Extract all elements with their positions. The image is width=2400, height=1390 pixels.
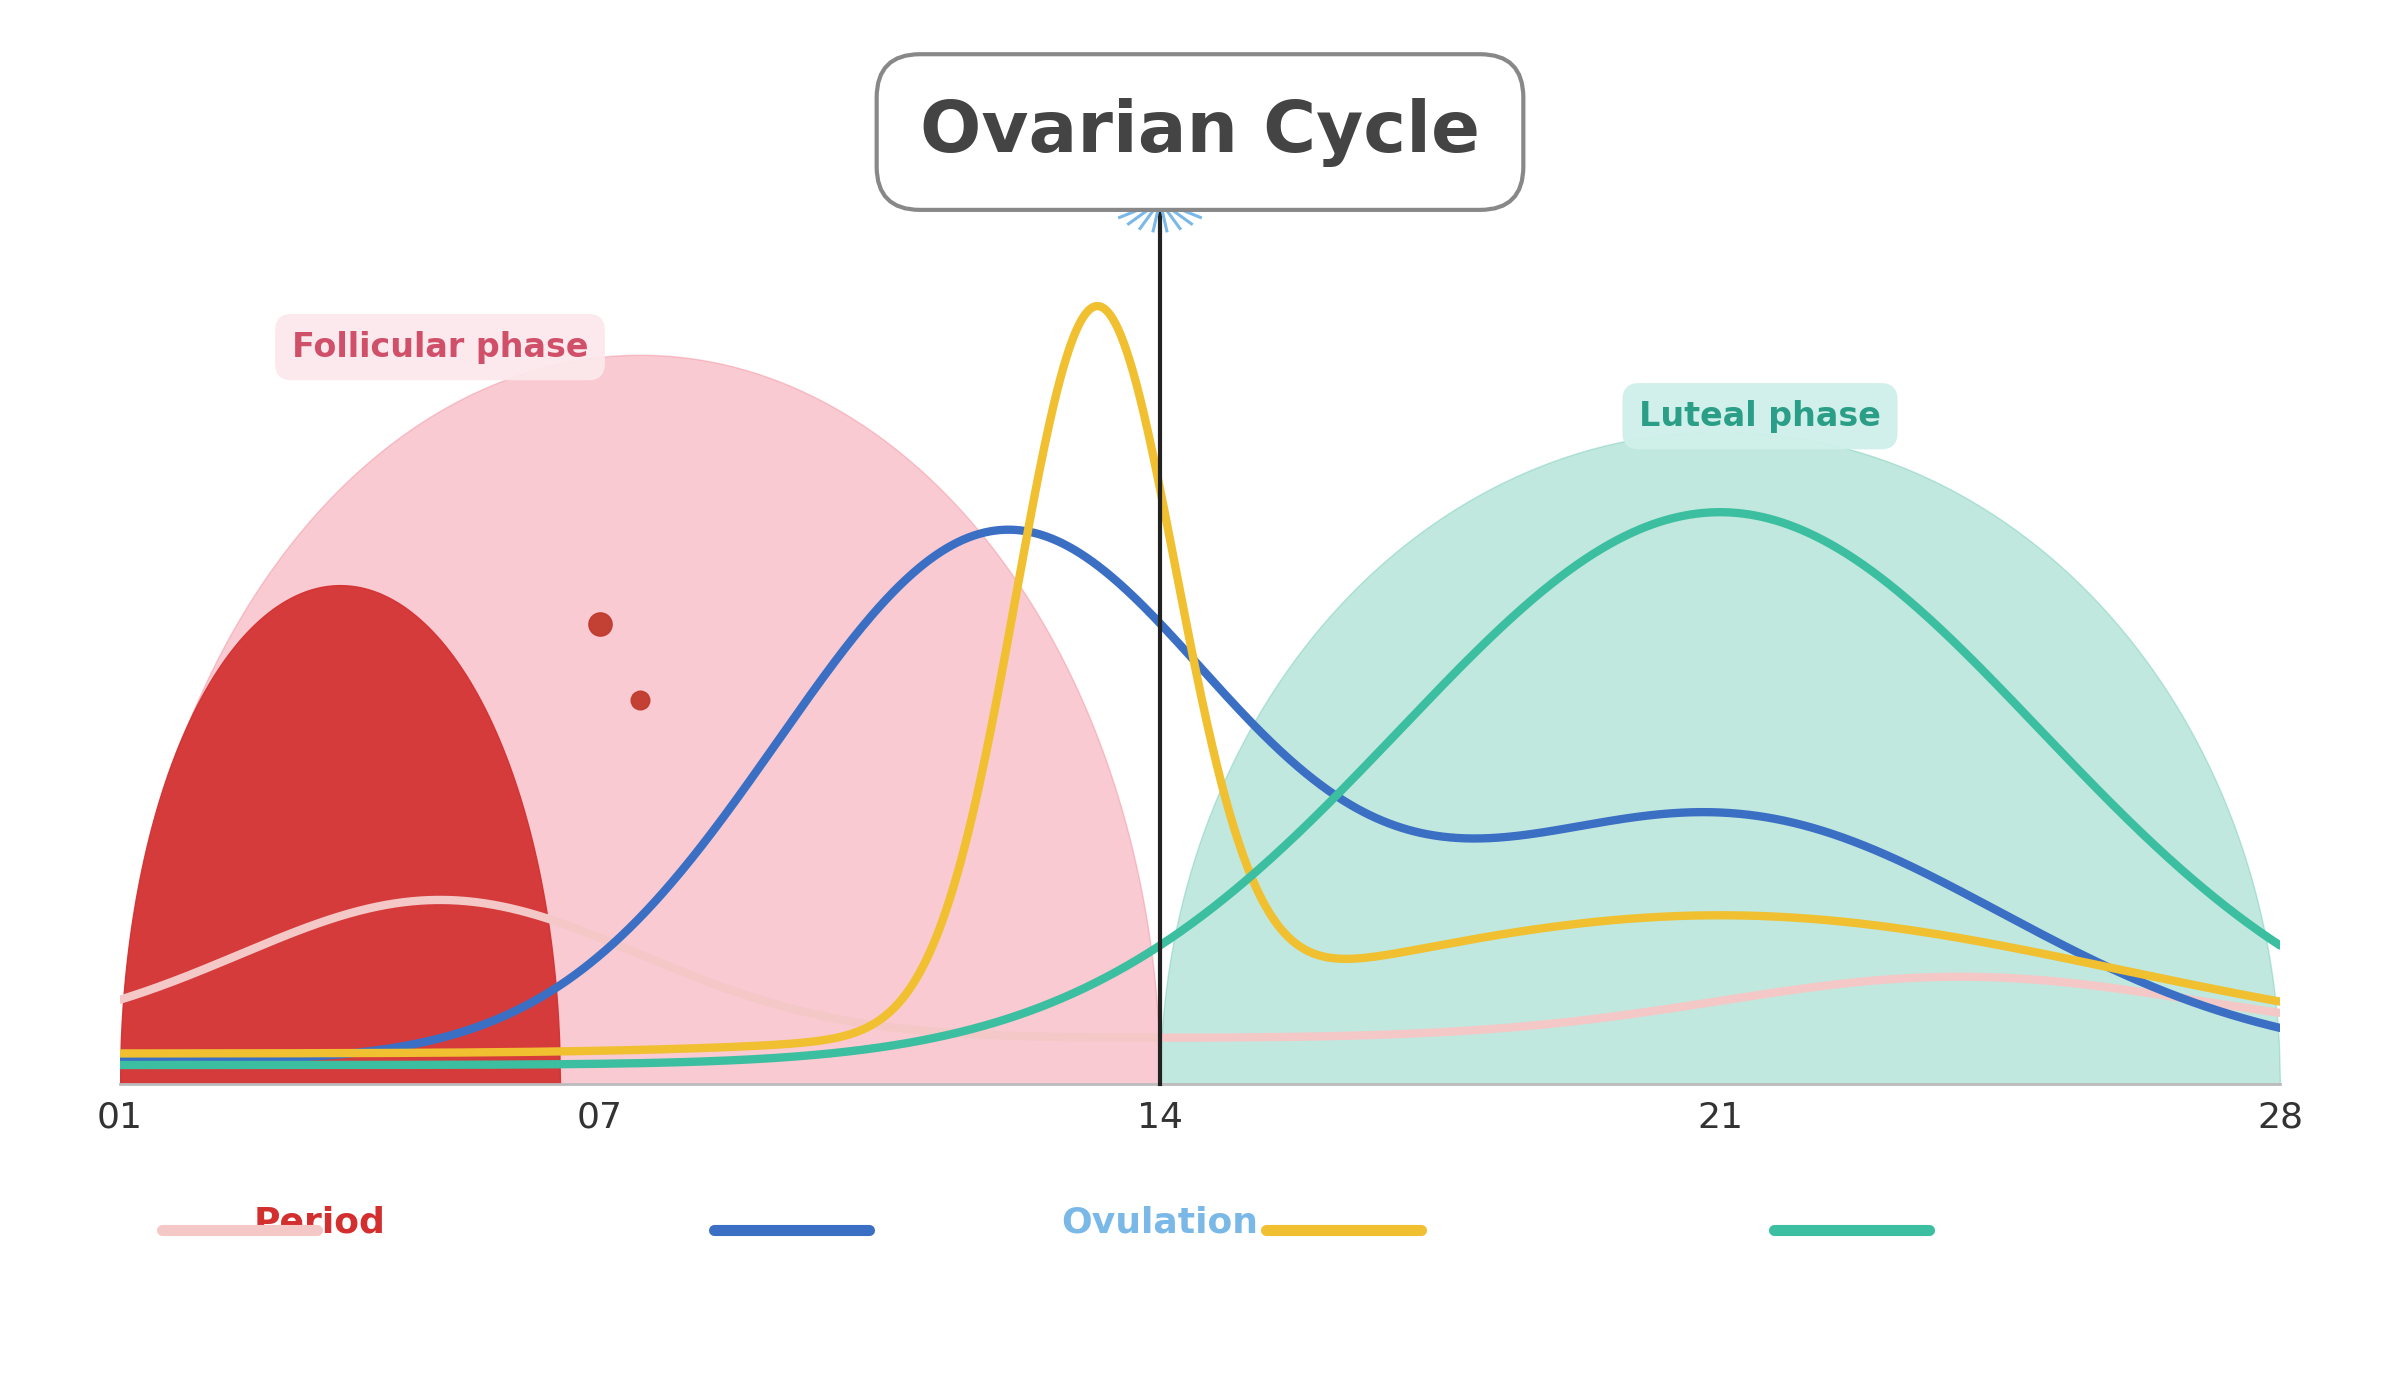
Text: Luteal phase: Luteal phase (1639, 400, 1882, 432)
Point (622, 689, 660, 712)
Text: LH (Luteinizing Hormone): LH (Luteinizing Hormone) (1267, 1295, 1586, 1319)
Point (581, 613, 619, 635)
Text: E2 (Estrogen/Estradiol): E2 (Estrogen/Estradiol) (715, 1295, 1003, 1319)
Text: PG (Progesterone): PG (Progesterone) (1774, 1295, 2002, 1319)
Text: Ovarian Cycle: Ovarian Cycle (919, 97, 1481, 167)
Text: Period: Period (254, 1205, 386, 1240)
Text: Ovulation: Ovulation (1061, 1205, 1258, 1240)
Text: FSH (Follicle Stimulating Hormone): FSH (Follicle Stimulating Hormone) (163, 1295, 600, 1319)
Text: Follicular phase: Follicular phase (293, 331, 588, 364)
